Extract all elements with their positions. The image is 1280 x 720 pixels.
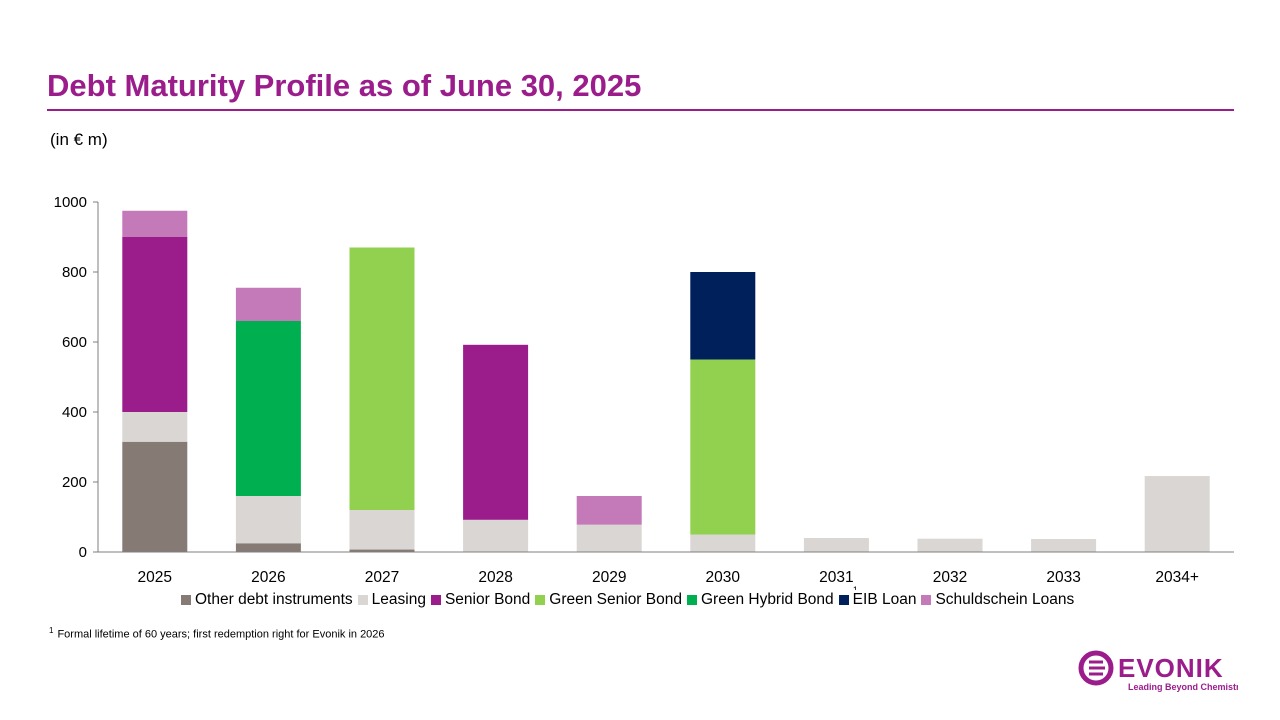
bar-green-senior-bond-2027 bbox=[349, 247, 415, 510]
x-tick-label: 2030 bbox=[706, 569, 741, 586]
title-divider bbox=[47, 109, 1234, 111]
footnote: 1 Formal lifetime of 60 years; first rede… bbox=[49, 626, 385, 641]
legend-label: Schuldschein Loans bbox=[935, 591, 1075, 608]
legend-swatch bbox=[181, 595, 191, 605]
bar-other-debt-instruments-2026 bbox=[235, 543, 301, 552]
legend-label: Leasing bbox=[371, 591, 426, 608]
legend-label: Other debt instruments bbox=[195, 591, 353, 608]
y-tick-label: 600 bbox=[62, 334, 87, 351]
legend-item: Leasing bbox=[357, 591, 426, 609]
legend-item: Green Senior Bond bbox=[535, 591, 682, 609]
bar-leasing-2028 bbox=[463, 519, 529, 552]
y-tick-label: 0 bbox=[79, 544, 87, 561]
bar-leasing-2030 bbox=[690, 534, 756, 552]
bar-leasing-2032 bbox=[917, 538, 983, 552]
bar-senior-bond-2025 bbox=[122, 237, 188, 412]
y-tick-label: 400 bbox=[62, 404, 87, 421]
evonik-logo: EVONIK Leading Beyond Chemistry bbox=[1078, 650, 1238, 692]
bar-leasing-2033 bbox=[1031, 539, 1097, 552]
x-tick-label: 2033 bbox=[1046, 569, 1080, 586]
x-tick-label: 2031 bbox=[819, 569, 853, 586]
bar-leasing-2026 bbox=[235, 496, 301, 544]
legend-item: Senior Bond bbox=[430, 591, 531, 609]
legend-swatch bbox=[535, 595, 546, 605]
legend-swatch bbox=[686, 595, 697, 605]
legend-item: Green Hybrid Bond bbox=[686, 591, 834, 609]
x-tick-superscript: 1 bbox=[853, 585, 858, 590]
bar-leasing-2027 bbox=[349, 510, 415, 550]
bar-other-debt-instruments-2027 bbox=[349, 549, 415, 552]
legend-item: Other debt instruments bbox=[181, 591, 353, 609]
footnote-marker: 1 bbox=[49, 626, 54, 635]
y-tick-label: 1000 bbox=[54, 194, 87, 211]
svg-text:Leading Beyond Chemistry: Leading Beyond Chemistry bbox=[1128, 682, 1238, 692]
bar-senior-bond-2028 bbox=[463, 344, 529, 520]
x-tick-label: 2029 bbox=[592, 569, 626, 586]
x-tick-label: 2027 bbox=[365, 569, 399, 586]
bar-schuldschein-loans-2029 bbox=[576, 496, 642, 525]
bar-leasing-2031 bbox=[803, 538, 869, 552]
legend-label: Green Senior Bond bbox=[549, 591, 682, 608]
x-tick-label: 2026 bbox=[251, 569, 285, 586]
bar-schuldschein-loans-2026 bbox=[235, 287, 301, 321]
legend-label: EIB Loan bbox=[852, 591, 917, 608]
legend-label: Senior Bond bbox=[444, 591, 531, 608]
footnote-text: Formal lifetime of 60 years; first redem… bbox=[57, 628, 385, 641]
legend-swatch bbox=[921, 595, 932, 605]
debt-maturity-chart: 0 200 400 600 800 1000 2025 2026 2027 2028 2029 203… bbox=[54, 194, 1234, 590]
chart-legend: Other debt instruments Leasing Senior Bond… bbox=[181, 591, 1079, 609]
bar-other-debt-instruments-2025 bbox=[122, 441, 188, 552]
legend-item: Schuldschein Loans bbox=[921, 591, 1074, 609]
bar-leasing-2025 bbox=[122, 412, 188, 442]
legend-swatch bbox=[838, 595, 849, 605]
y-tick-label: 800 bbox=[62, 264, 87, 281]
bar-green-senior-bond-2030 bbox=[690, 359, 756, 535]
page-title: Debt Maturity Profile as of June 30, 202… bbox=[47, 68, 642, 103]
x-tick-label: 2025 bbox=[138, 569, 172, 586]
y-tick-label: 200 bbox=[62, 474, 87, 491]
bar-eib-loan-2030 bbox=[690, 272, 756, 360]
legend-swatch bbox=[430, 595, 441, 605]
unit-label: (in € m) bbox=[50, 130, 108, 149]
bar-leasing-2029 bbox=[576, 524, 642, 552]
svg-text:EVONIK: EVONIK bbox=[1118, 653, 1224, 683]
x-tick-label: 2032 bbox=[933, 569, 967, 586]
x-tick-label: 2028 bbox=[478, 569, 512, 586]
legend-item: EIB Loan bbox=[838, 591, 917, 609]
legend-swatch bbox=[357, 595, 368, 605]
legend-label: Green Hybrid Bond bbox=[700, 591, 834, 608]
bar-schuldschein-loans-2025 bbox=[122, 210, 188, 237]
x-tick-label: 2034+ bbox=[1155, 569, 1199, 586]
bar-leasing-2034plus bbox=[1144, 476, 1210, 552]
bar-green-hybrid-bond-2026 bbox=[235, 321, 301, 496]
